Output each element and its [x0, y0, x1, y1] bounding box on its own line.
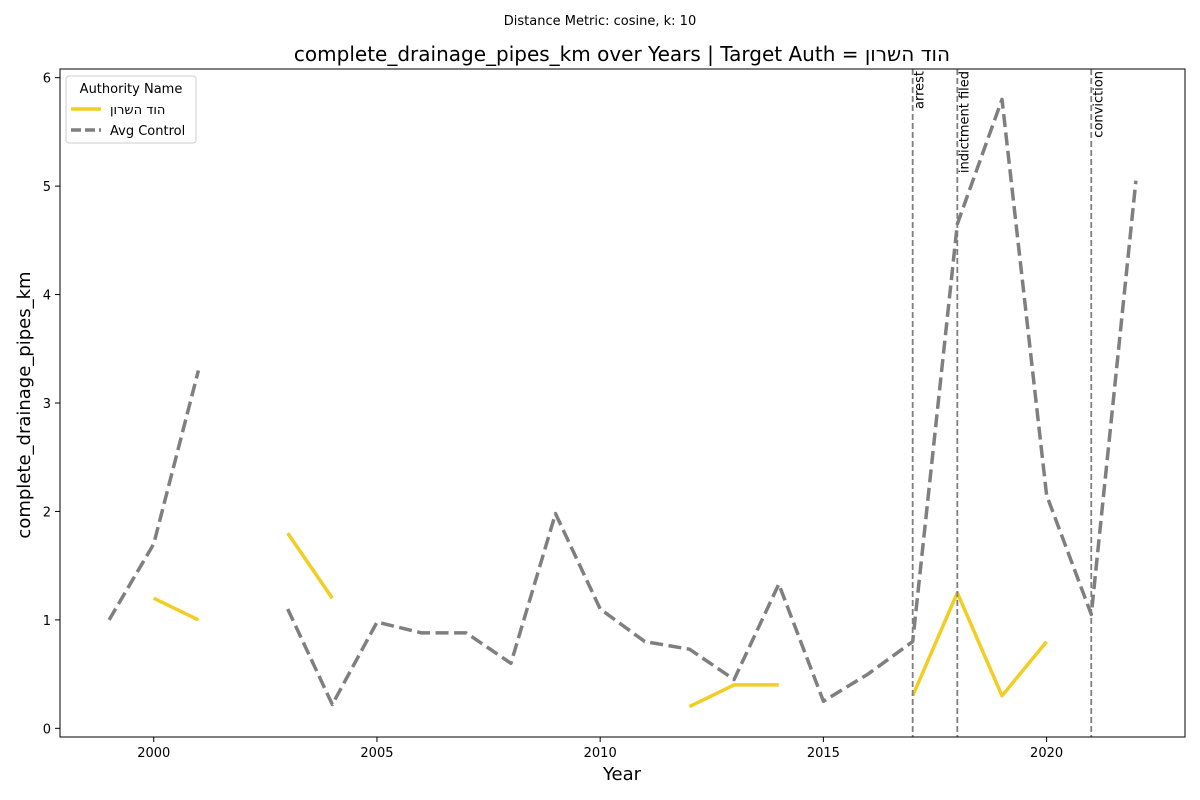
- y-tick-label-0: 0: [43, 722, 51, 737]
- y-tick-label-6: 6: [43, 72, 51, 87]
- x-tick-label-0: 2000: [137, 746, 170, 761]
- y-tick-label-4: 4: [43, 289, 51, 304]
- y-tick-label-3: 3: [43, 397, 51, 412]
- plot-area: arrest indictment filed conviction 2000 2005…: [43, 68, 1186, 761]
- event-label-2: conviction: [1091, 71, 1106, 138]
- x-axis-label: Year: [602, 764, 642, 785]
- axes-frame: [59, 68, 1186, 738]
- event-label-0: arrest: [913, 71, 928, 109]
- figure-suptitle: Distance Metric: cosine, k: 10: [503, 14, 697, 29]
- y-tick-label-2: 2: [43, 505, 51, 520]
- legend-label-0: הוד השרון: [110, 103, 165, 118]
- x-tick-label-4: 2020: [1030, 746, 1063, 761]
- legend-title: Authority Name: [80, 82, 183, 97]
- series-0-line-segment-0: [152, 596, 200, 622]
- x-tick-label-2: 2010: [584, 746, 617, 761]
- series-1-line-segment-1: [286, 97, 1138, 707]
- event-label-1: indictment filed: [957, 71, 972, 173]
- legend-label-1: Avg Control: [110, 124, 185, 139]
- series-1-line-segment-0: [107, 370, 201, 621]
- series-0-line-segment-2: [688, 683, 779, 709]
- legend-frame: [65, 75, 197, 144]
- x-tick-label-3: 2015: [807, 746, 840, 761]
- chart-title: complete_drainage_pipes_km over Years | …: [294, 42, 950, 66]
- series-0-line-segment-1: [286, 532, 334, 600]
- y-tick-label-5: 5: [43, 180, 51, 195]
- legend: Authority Name הוד השרון Avg Control: [65, 75, 197, 144]
- x-tick-label-1: 2005: [360, 746, 393, 761]
- y-axis-label: complete_drainage_pipes_km: [14, 271, 35, 538]
- series-0-line-segment-3: [911, 591, 1048, 698]
- y-tick-label-1: 1: [43, 614, 51, 629]
